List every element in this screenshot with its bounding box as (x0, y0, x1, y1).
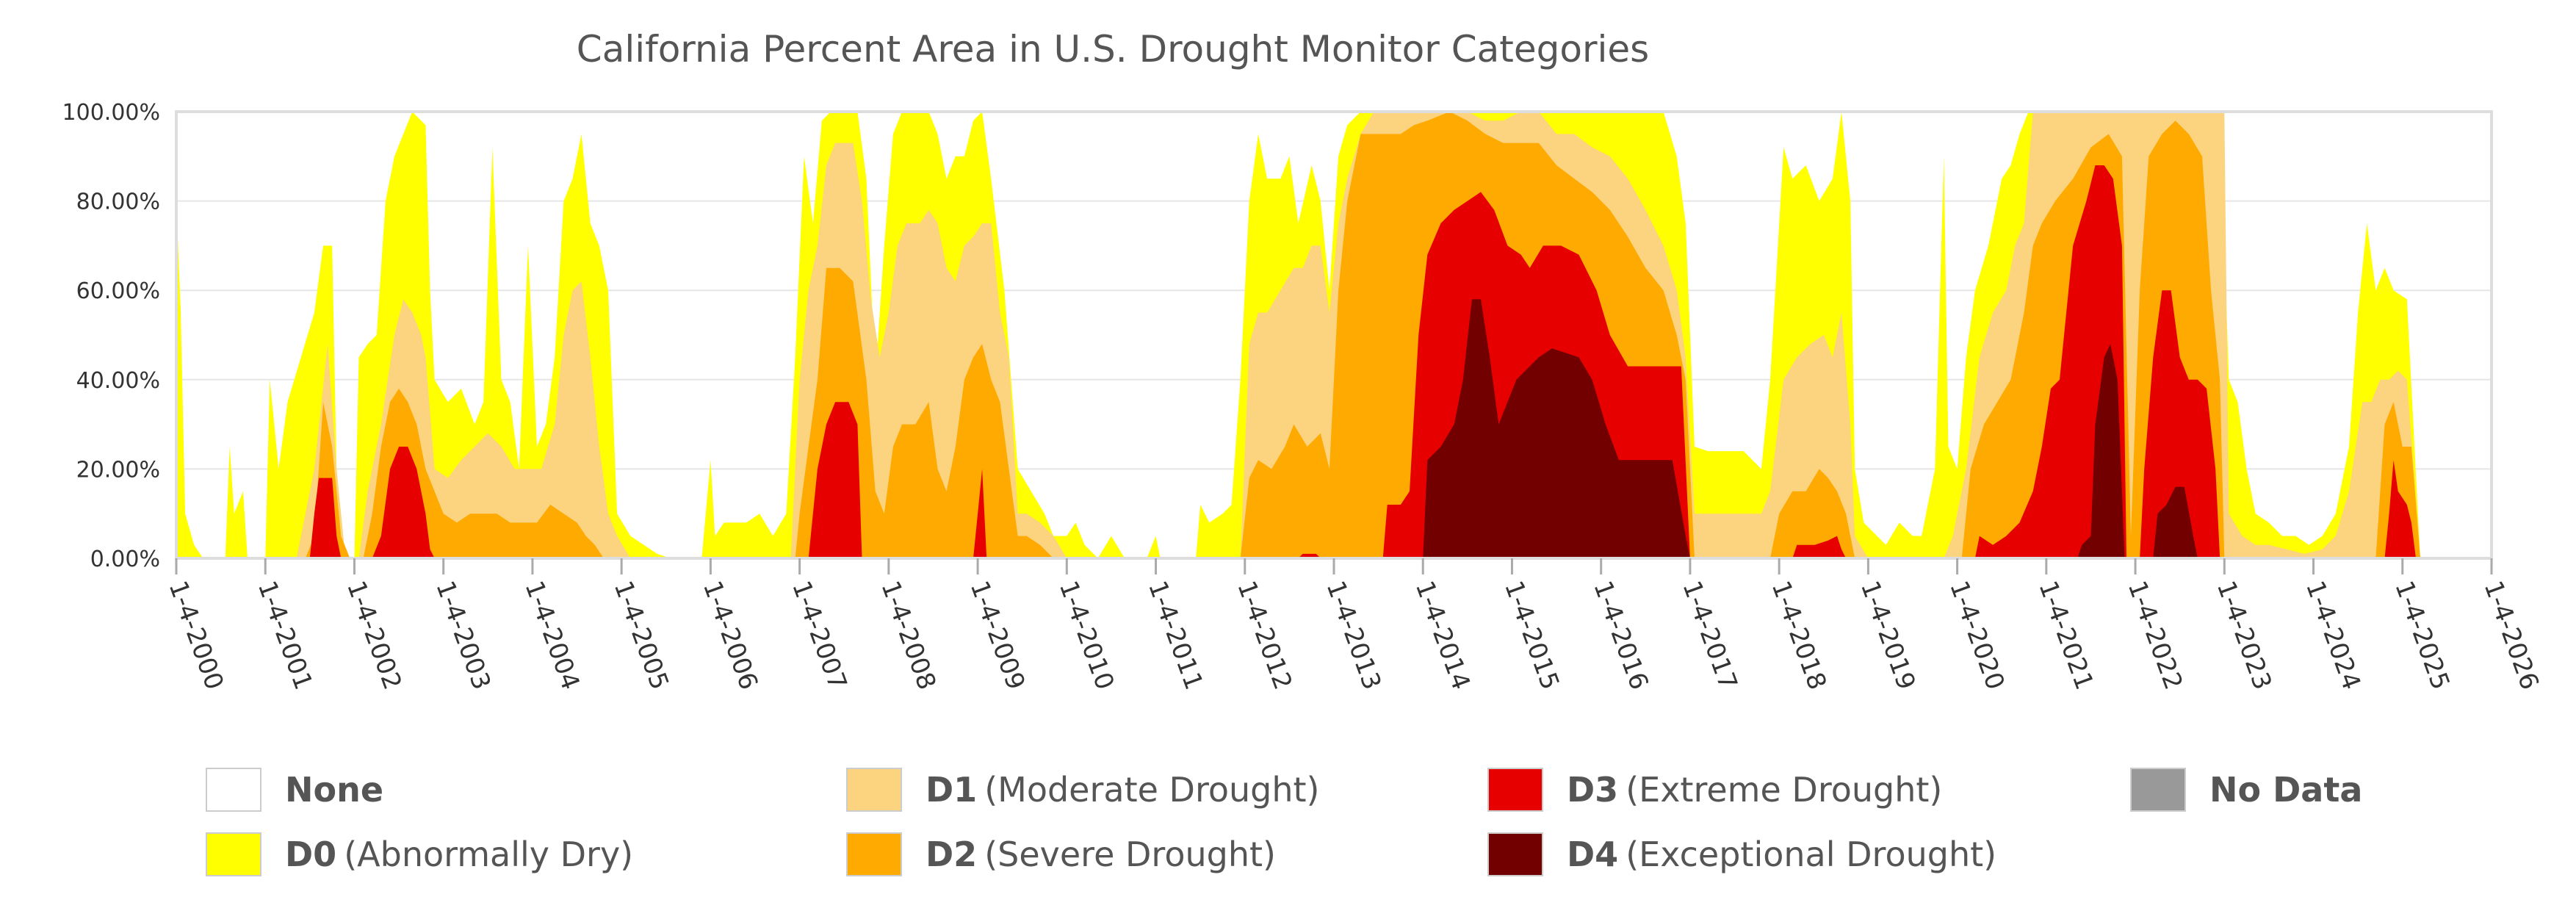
legend-item-d4[interactable]: D4 (Exceptional Drought) (1487, 829, 1996, 880)
x-tick-label: 1-4-2014 (1410, 577, 1476, 693)
x-tick-label: 1-4-2006 (697, 577, 763, 693)
legend-item-d1[interactable]: D1 (Moderate Drought) (846, 764, 1320, 815)
legend-item-none[interactable]: None (206, 764, 391, 815)
legend-desc: (Exceptional Drought) (1626, 835, 1997, 874)
x-tick-label: 1-4-2001 (252, 577, 318, 693)
legend: None D0 (Abnormally Dry) D1 (Moderate Dr… (206, 764, 2409, 904)
x-tick-label: 1-4-2018 (1766, 577, 1832, 693)
x-tick-label: 1-4-2003 (430, 577, 496, 693)
y-tick-label: 60.00% (76, 278, 160, 304)
x-tick-label: 1-4-2002 (341, 577, 407, 693)
legend-code: None (285, 770, 384, 810)
area-series (176, 112, 2492, 558)
y-tick-label: 80.00% (76, 190, 160, 215)
x-axis: 1-4-2000 1-4-2001 1-4-2002 1-4-2003 1-4-2004… (163, 558, 2544, 693)
legend-swatch-d3 (1487, 768, 1543, 812)
area-d3 (176, 165, 2416, 558)
legend-code: D1 (926, 770, 978, 810)
x-tick-label: 1-4-2025 (2389, 577, 2455, 693)
legend-code: D2 (926, 835, 978, 874)
legend-desc: (Abnormally Dry) (344, 835, 634, 874)
y-axis: 0.00% 20.00% 40.00% 60.00% 80.00% 100.00% (62, 100, 160, 572)
x-tick-label: 1-4-2012 (1231, 577, 1297, 693)
x-tick-label: 1-4-2015 (1498, 577, 1565, 693)
area-d1 (176, 112, 2420, 558)
legend-item-no-data[interactable]: No Data (2130, 764, 2370, 815)
x-tick-label: 1-4-2005 (608, 577, 674, 693)
legend-code: No Data (2209, 770, 2363, 810)
x-tick-label: 1-4-2022 (2122, 577, 2188, 693)
x-tick-label: 1-4-2020 (1944, 577, 2010, 693)
x-tick-label: 1-4-2016 (1587, 577, 1653, 693)
legend-item-d2[interactable]: D2 (Severe Drought) (846, 829, 1276, 880)
x-tick-label: 1-4-2010 (1053, 577, 1119, 693)
x-tick-label: 1-4-2011 (1142, 577, 1208, 693)
legend-desc: (Extreme Drought) (1626, 770, 1943, 810)
x-tick-label: 1-4-2024 (2300, 577, 2366, 693)
x-tick-label: 1-4-2026 (2478, 577, 2544, 693)
legend-code: D0 (285, 835, 337, 874)
y-tick-label: 20.00% (76, 457, 160, 483)
x-tick-label: 1-4-2019 (1855, 577, 1921, 693)
y-tick-label: 40.00% (76, 368, 160, 394)
legend-swatch-d4 (1487, 832, 1543, 876)
legend-swatch-none (206, 768, 261, 812)
chart-title: California Percent Area in U.S. Drought … (577, 28, 1649, 71)
legend-item-d0[interactable]: D0 (Abnormally Dry) (206, 829, 633, 880)
x-tick-label: 1-4-2009 (964, 577, 1031, 693)
x-tick-label: 1-4-2008 (875, 577, 941, 693)
x-tick-label: 1-4-2021 (2032, 577, 2099, 693)
x-tick-label: 1-4-2007 (786, 577, 852, 693)
legend-swatch-no-data (2130, 768, 2186, 812)
x-tick-label: 1-4-2013 (1321, 577, 1387, 693)
y-tick-label: 100.00% (62, 100, 160, 126)
x-tick-label: 1-4-2023 (2211, 577, 2277, 693)
legend-swatch-d0 (206, 832, 261, 876)
legend-swatch-d2 (846, 832, 902, 876)
legend-desc: (Severe Drought) (984, 835, 1276, 874)
x-tick-label: 1-4-2000 (163, 577, 229, 693)
legend-item-d3[interactable]: D3 (Extreme Drought) (1487, 764, 1942, 815)
legend-code: D4 (1567, 835, 1619, 874)
y-tick-label: 0.00% (90, 547, 160, 572)
x-tick-label: 1-4-2017 (1676, 577, 1742, 693)
legend-code: D3 (1567, 770, 1619, 810)
legend-swatch-d1 (846, 768, 902, 812)
x-tick-label: 1-4-2004 (519, 577, 585, 693)
legend-desc: (Moderate Drought) (984, 770, 1320, 810)
